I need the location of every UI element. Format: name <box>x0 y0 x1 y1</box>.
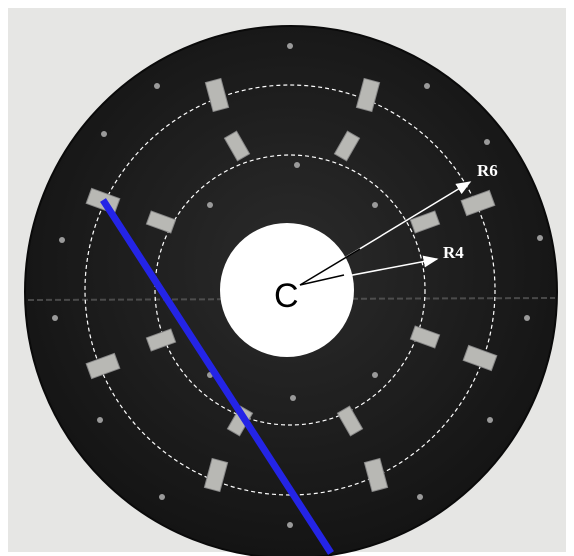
bolt <box>159 494 165 500</box>
page: {"labels": {"r6": "R6", "r4": "R4", "cen… <box>0 0 574 556</box>
bolt <box>372 372 378 378</box>
label-center: C <box>274 277 299 315</box>
bolt <box>290 395 296 401</box>
bolt <box>372 202 378 208</box>
bolt <box>287 522 293 528</box>
bolt <box>101 131 107 137</box>
bolt <box>287 43 293 49</box>
label-r6: R6 <box>477 161 498 180</box>
bolt <box>154 83 160 89</box>
bolt <box>52 315 58 321</box>
bolt <box>484 139 490 145</box>
bolt <box>59 237 65 243</box>
label-r4: R4 <box>443 243 464 262</box>
bolt <box>537 235 543 241</box>
bolt <box>97 417 103 423</box>
bolt <box>424 83 430 89</box>
bolt <box>294 162 300 168</box>
bolt <box>417 494 423 500</box>
photo: R6 R4 C <box>0 0 574 556</box>
bolt <box>487 417 493 423</box>
bolt <box>207 202 213 208</box>
bolt <box>524 315 530 321</box>
